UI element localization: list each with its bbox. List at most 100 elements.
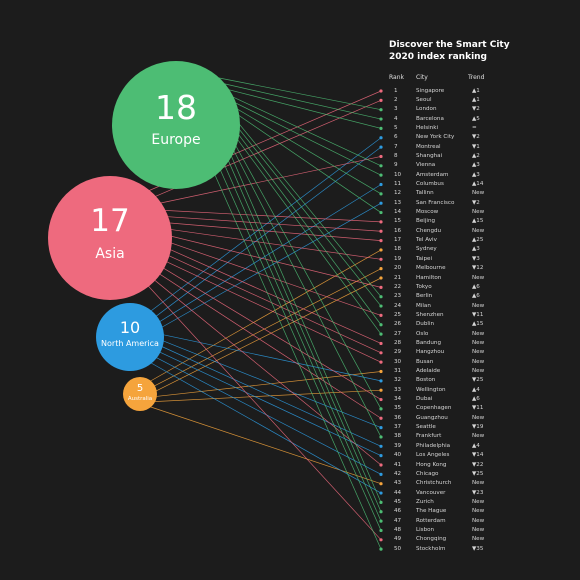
city-cell: Zurich xyxy=(416,498,434,505)
rank-dot-49 xyxy=(379,538,383,542)
rank-dot-21 xyxy=(379,276,383,280)
rank-dot-25 xyxy=(379,313,383,317)
rank-dot-5 xyxy=(379,126,383,130)
bubble-count-australia: 5 xyxy=(137,383,143,394)
rank-dot-36 xyxy=(379,416,383,420)
rank-dot-11 xyxy=(379,182,383,187)
trend-cell: New xyxy=(472,274,485,281)
rank-cell: 15 xyxy=(394,218,402,225)
rank-cell: 44 xyxy=(394,489,402,496)
bubble-label-north-america: North America xyxy=(101,339,159,348)
trend-cell: ▲15 xyxy=(472,218,484,225)
rank-dot-40 xyxy=(379,454,383,458)
rank-cell: 1 xyxy=(394,87,398,94)
rank-cell: 50 xyxy=(394,545,402,552)
trend-cell: New xyxy=(472,227,485,234)
bubble-label-europe: Europe xyxy=(151,132,200,148)
bubble-north-america xyxy=(96,303,164,371)
rank-cell: 34 xyxy=(394,396,402,403)
rank-dot-14 xyxy=(379,210,383,215)
rank-cell: 35 xyxy=(394,405,402,412)
continent-bubbles: 18 Europe 17 Asia 10 North America 5 Australia xyxy=(48,61,240,411)
city-cell: Lisbon xyxy=(416,526,435,533)
city-cell: London xyxy=(416,106,437,113)
city-cell: Wellington xyxy=(416,386,446,393)
city-cell: Christchurch xyxy=(416,480,452,487)
rank-cell: 27 xyxy=(394,330,402,337)
link-line-20 xyxy=(153,268,382,387)
rank-dot-39 xyxy=(379,444,383,448)
city-cell: Amsterdam xyxy=(416,171,449,178)
rank-cell: 19 xyxy=(394,255,402,262)
link-line-39 xyxy=(159,345,382,447)
rank-cell: 46 xyxy=(394,508,402,515)
city-cell: Boston xyxy=(416,377,436,384)
city-cell: Los Angeles xyxy=(416,452,450,459)
city-cell: Beijing xyxy=(416,218,436,225)
trend-cell: New xyxy=(472,508,485,515)
title-line-2: 2020 index ranking xyxy=(389,52,487,62)
rank-dot-32 xyxy=(379,379,383,383)
link-line-14 xyxy=(231,110,382,213)
bubble-australia xyxy=(123,377,157,411)
link-line-48 xyxy=(218,167,382,531)
trend-cell: ▼1 xyxy=(472,143,480,150)
rank-cell: 17 xyxy=(394,237,402,244)
rank-cell: 26 xyxy=(394,321,402,328)
city-cell: Singapore xyxy=(416,87,445,94)
link-line-43 xyxy=(150,406,382,485)
bubble-count-europe: 18 xyxy=(155,88,197,127)
trend-cell: ▲3 xyxy=(472,171,480,178)
rank-cell: 2 xyxy=(394,96,398,103)
trend-cell: ▲2 xyxy=(472,152,480,159)
trend-cell: New xyxy=(472,330,485,337)
trend-cell: ▲4 xyxy=(472,386,480,393)
link-line-24 xyxy=(233,121,382,307)
trend-cell: New xyxy=(472,209,485,216)
link-line-6 xyxy=(150,137,382,312)
rank-dot-23 xyxy=(379,295,383,299)
trend-cell: New xyxy=(472,349,485,356)
rank-dot-27 xyxy=(379,332,383,336)
city-cell: Hong Kong xyxy=(416,461,447,468)
city-cell: Stockholm xyxy=(416,545,446,552)
link-line-8 xyxy=(156,156,382,205)
rank-cell: 14 xyxy=(394,209,402,216)
trend-cell: ▲6 xyxy=(472,293,480,300)
rank-cell: 48 xyxy=(394,526,402,533)
link-line-30 xyxy=(162,259,382,363)
rank-dot-18 xyxy=(379,248,383,252)
city-cell: Oslo xyxy=(416,330,429,337)
link-line-25 xyxy=(165,240,382,316)
rank-dot-50 xyxy=(379,547,383,551)
trend-cell: New xyxy=(472,526,485,533)
link-line-50 xyxy=(213,172,382,550)
link-line-7 xyxy=(154,146,382,318)
trend-cell: New xyxy=(472,339,485,346)
trend-cell: ▼19 xyxy=(472,424,484,431)
bubble-label-australia: Australia xyxy=(128,396,152,402)
link-line-41 xyxy=(152,278,382,466)
trend-cell: ▼2 xyxy=(472,106,480,113)
rank-cell: 24 xyxy=(394,302,402,309)
link-line-23 xyxy=(232,116,382,297)
link-line-11 xyxy=(157,184,382,324)
rank-cell: 23 xyxy=(394,293,402,300)
link-line-15 xyxy=(159,209,382,223)
rank-cell: 28 xyxy=(394,339,402,346)
rank-dot-31 xyxy=(379,369,383,374)
link-line-33 xyxy=(153,389,382,402)
rank-cell: 45 xyxy=(394,498,402,505)
link-line-13 xyxy=(159,202,382,329)
city-cell: Tallinn xyxy=(416,190,434,197)
trend-cell: ▲6 xyxy=(472,396,480,403)
rank-dot-47 xyxy=(379,519,383,523)
city-cell: Hamilton xyxy=(416,274,442,281)
rank-dot-37 xyxy=(379,426,383,430)
rank-dot-4 xyxy=(379,117,383,121)
city-cell: Vancouver xyxy=(416,489,446,496)
city-cell: Frankfurt xyxy=(416,433,442,440)
trend-cell: New xyxy=(472,536,485,543)
rank-dot-30 xyxy=(379,360,383,364)
